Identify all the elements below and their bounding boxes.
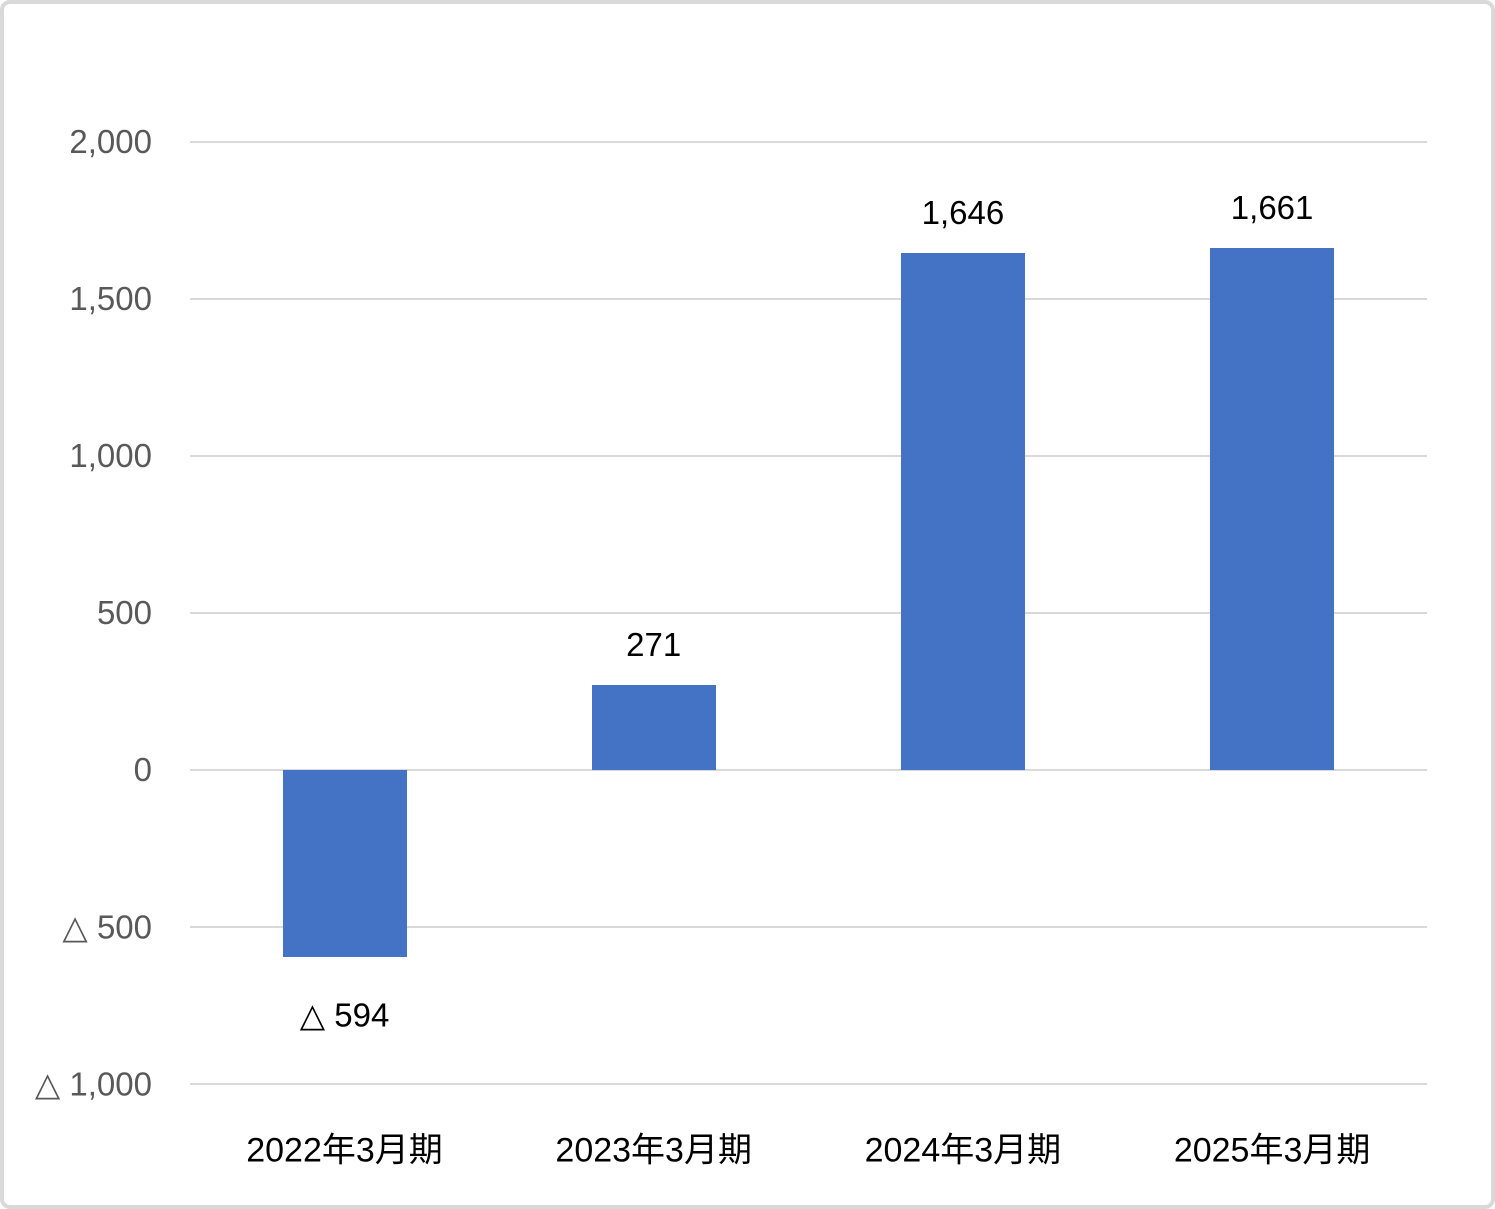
data-label: 1,646 xyxy=(921,194,1005,232)
y-axis-tick-label: 500 xyxy=(96,594,152,631)
y-axis-tick-label: △ 1,000 xyxy=(34,1065,152,1103)
gridline-1000 xyxy=(190,455,1427,457)
bar-2023年3月期 xyxy=(591,684,716,770)
data-label: 271 xyxy=(626,625,682,663)
y-axis-tick-label: 2,000 xyxy=(69,123,152,160)
y-axis-tick-label: 1,500 xyxy=(69,280,152,317)
data-label: △ 594 xyxy=(299,996,390,1034)
gridline--500 xyxy=(190,926,1427,928)
y-axis-tick-label: △ 500 xyxy=(62,908,152,946)
x-axis-category-label: 2025年3月期 xyxy=(1173,1131,1371,1170)
gridline-500 xyxy=(190,612,1427,614)
x-axis-category-label: 2024年3月期 xyxy=(864,1131,1062,1170)
y-axis-tick-label: 1,000 xyxy=(69,437,152,474)
gridline--1000 xyxy=(190,1083,1427,1085)
y-axis-tick-label: 0 xyxy=(133,751,152,788)
bar-2024年3月期 xyxy=(900,253,1025,770)
bar-2022年3月期 xyxy=(282,770,407,957)
gridline-1500 xyxy=(190,298,1427,300)
x-axis-category-label: 2022年3月期 xyxy=(246,1131,443,1170)
bar-2025年3月期 xyxy=(1210,248,1335,770)
gridline-2000 xyxy=(190,141,1427,143)
gridline-0 xyxy=(190,769,1427,771)
bar-chart-plot-area: 2,000 1,500 1,000 500 0 △ 500 △ 1,000 △ 594 2022… xyxy=(4,4,1491,1205)
x-axis-category-label: 2023年3月期 xyxy=(555,1131,752,1170)
data-label: 1,661 xyxy=(1230,189,1314,227)
